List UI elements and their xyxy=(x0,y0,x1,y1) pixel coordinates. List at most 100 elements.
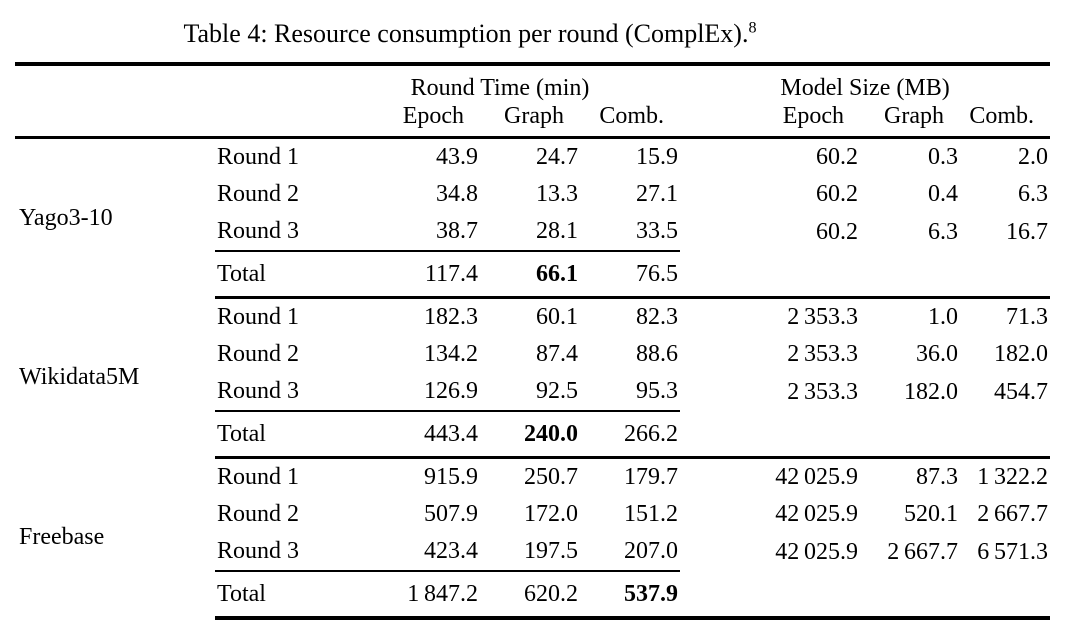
rt-epoch-value: 126.9 xyxy=(424,378,478,404)
col-header-ms-graph: Graph xyxy=(860,102,961,139)
ms-epoch-value: 42 025.9 xyxy=(775,464,859,490)
round-label: Round 1 xyxy=(217,144,300,170)
table-header: Round Time (min) Model Size (MB) Epoch G… xyxy=(15,62,1051,139)
ms-graph-value: 6.3 xyxy=(928,218,959,245)
table-row: Round 3 126.9 92.5 95.3 2 353.3 182.0 45… xyxy=(15,373,1050,411)
ms-comb-value: 6.3 xyxy=(1018,181,1049,207)
dataset-label: Wikidata5M xyxy=(19,364,140,390)
rt-graph-value: 87.4 xyxy=(536,341,578,367)
ms-graph-value: 2 667.7 xyxy=(887,538,959,565)
ms-epoch-value: 2 353.3 xyxy=(787,378,859,405)
rt-epoch-value: 182.3 xyxy=(424,304,478,330)
ms-epoch-total-empty xyxy=(680,571,861,620)
ms-comb-value: 2.0 xyxy=(1018,144,1049,170)
rt-comb-value: 179.7 xyxy=(624,464,679,490)
rt-graph-value: 13.3 xyxy=(536,181,578,207)
rt-comb-value: 207.0 xyxy=(624,538,679,564)
ms-epoch-value: 60.2 xyxy=(816,181,859,207)
ms-epoch-value: 42 025.9 xyxy=(775,501,859,527)
col-header-rt-comb: Comb. xyxy=(580,102,681,139)
rt-epoch-value: 915.9 xyxy=(424,464,478,490)
table-row: Round 2 34.8 13.3 27.1 60.2 0.4 6.3 xyxy=(15,176,1050,213)
ms-graph-value: 0.3 xyxy=(928,144,959,170)
section-wikidata5m: Wikidata5M Round 1 182.3 60.1 82.3 2 353… xyxy=(15,298,1051,459)
total-row: Total 443.4 240.0 266.2 xyxy=(15,410,1051,459)
total-label: Total xyxy=(215,410,320,459)
ms-comb-total-empty xyxy=(960,251,1051,299)
rt-epoch-value: 34.8 xyxy=(436,181,478,207)
dataset-label: Yago3-10 xyxy=(19,204,113,231)
rt-epoch-total: 443.4 xyxy=(320,410,480,459)
rt-epoch-value: 43.9 xyxy=(436,144,478,170)
col-header-rt-epoch: Epoch xyxy=(320,102,480,139)
round-label: Round 1 xyxy=(217,304,300,330)
header-spacer xyxy=(15,62,320,102)
ms-epoch-total-empty xyxy=(680,411,861,459)
table-row: Round 3 423.4 197.5 207.0 42 025.9 2 667… xyxy=(15,533,1050,571)
rt-comb-value: 27.1 xyxy=(636,181,679,207)
rt-comb-value: 88.6 xyxy=(636,341,679,367)
rt-epoch-value: 507.9 xyxy=(424,501,478,527)
rt-graph-total: 240.0 xyxy=(480,410,580,459)
table-caption: Table 4: Resource consumption per round … xyxy=(0,12,940,62)
group-header-row: Round Time (min) Model Size (MB) xyxy=(15,62,1051,102)
ms-graph-value: 87.3 xyxy=(916,464,959,490)
footnote-marker: 8 xyxy=(748,19,757,37)
round-label: Round 2 xyxy=(217,341,300,367)
table-caption-text: Table 4: Resource consumption per round … xyxy=(183,19,749,48)
ms-graph-value: 182.0 xyxy=(904,378,959,405)
round-label: Round 2 xyxy=(217,501,300,527)
rt-comb-value: 33.5 xyxy=(636,218,679,244)
ms-comb-total-empty xyxy=(960,571,1051,620)
col-header-rt-graph: Graph xyxy=(480,102,580,139)
ms-comb-value: 2 667.7 xyxy=(977,501,1049,527)
header-spacer xyxy=(15,102,215,139)
ms-comb-value: 182.0 xyxy=(994,341,1049,367)
group-header-round-time: Round Time (min) xyxy=(320,62,681,102)
ms-epoch-total-empty xyxy=(680,251,861,299)
rt-graph-value: 24.7 xyxy=(536,144,578,170)
rt-epoch-total: 1 847.2 xyxy=(320,570,480,620)
ms-comb-value: 71.3 xyxy=(1006,304,1049,330)
total-row: Total 1 847.2 620.2 537.9 xyxy=(15,570,1051,620)
section-freebase: Freebase Round 1 915.9 250.7 179.7 42 02… xyxy=(15,458,1051,620)
round-label: Round 3 xyxy=(217,538,300,564)
rt-graph-value: 172.0 xyxy=(524,501,578,527)
ms-epoch-value: 2 353.3 xyxy=(787,304,859,330)
rt-epoch-value: 38.7 xyxy=(436,218,478,244)
dataset-label: Freebase xyxy=(19,524,105,551)
ms-graph-value: 520.1 xyxy=(904,501,959,527)
ms-comb-value: 454.7 xyxy=(994,378,1049,405)
rt-graph-value: 197.5 xyxy=(524,538,578,564)
ms-graph-value: 36.0 xyxy=(916,341,959,367)
ms-graph-value: 0.4 xyxy=(928,181,959,207)
resource-consumption-table: Round Time (min) Model Size (MB) Epoch G… xyxy=(15,62,1051,620)
table-row: Yago3-10 Round 1 43.9 24.7 15.9 60.2 0.3… xyxy=(15,138,1050,231)
total-row: Total 117.4 66.1 76.5 xyxy=(15,250,1051,299)
rt-comb-total: 537.9 xyxy=(580,570,681,620)
sub-header-row: Epoch Graph Comb. Epoch Graph Comb. xyxy=(15,102,1051,139)
section-yago3-10: Yago3-10 Round 1 43.9 24.7 15.9 60.2 0.3… xyxy=(15,138,1051,299)
rt-graph-value: 92.5 xyxy=(536,378,578,404)
ms-comb-value: 16.7 xyxy=(1006,218,1049,245)
rt-graph-total: 620.2 xyxy=(480,570,580,620)
rt-comb-value: 151.2 xyxy=(624,501,679,527)
group-header-model-size: Model Size (MB) xyxy=(680,62,1051,102)
ms-graph-total-empty xyxy=(860,251,961,299)
rt-graph-value: 28.1 xyxy=(536,218,578,244)
rt-epoch-value: 423.4 xyxy=(424,538,478,564)
table-row: Round 2 507.9 172.0 151.2 42 025.9 520.1… xyxy=(15,496,1050,533)
col-header-ms-comb: Comb. xyxy=(960,102,1051,139)
rt-graph-value: 60.1 xyxy=(536,304,578,330)
rt-comb-total: 76.5 xyxy=(580,250,681,299)
ms-graph-value: 1.0 xyxy=(928,304,959,330)
table-row: Freebase Round 1 915.9 250.7 179.7 42 02… xyxy=(15,458,1050,550)
header-spacer xyxy=(215,102,320,139)
rt-comb-value: 82.3 xyxy=(636,304,679,330)
rt-epoch-value: 134.2 xyxy=(424,341,478,367)
rt-graph-total: 66.1 xyxy=(480,250,580,299)
ms-graph-total-empty xyxy=(860,411,961,459)
col-header-ms-epoch: Epoch xyxy=(680,102,861,139)
ms-graph-total-empty xyxy=(860,571,961,620)
